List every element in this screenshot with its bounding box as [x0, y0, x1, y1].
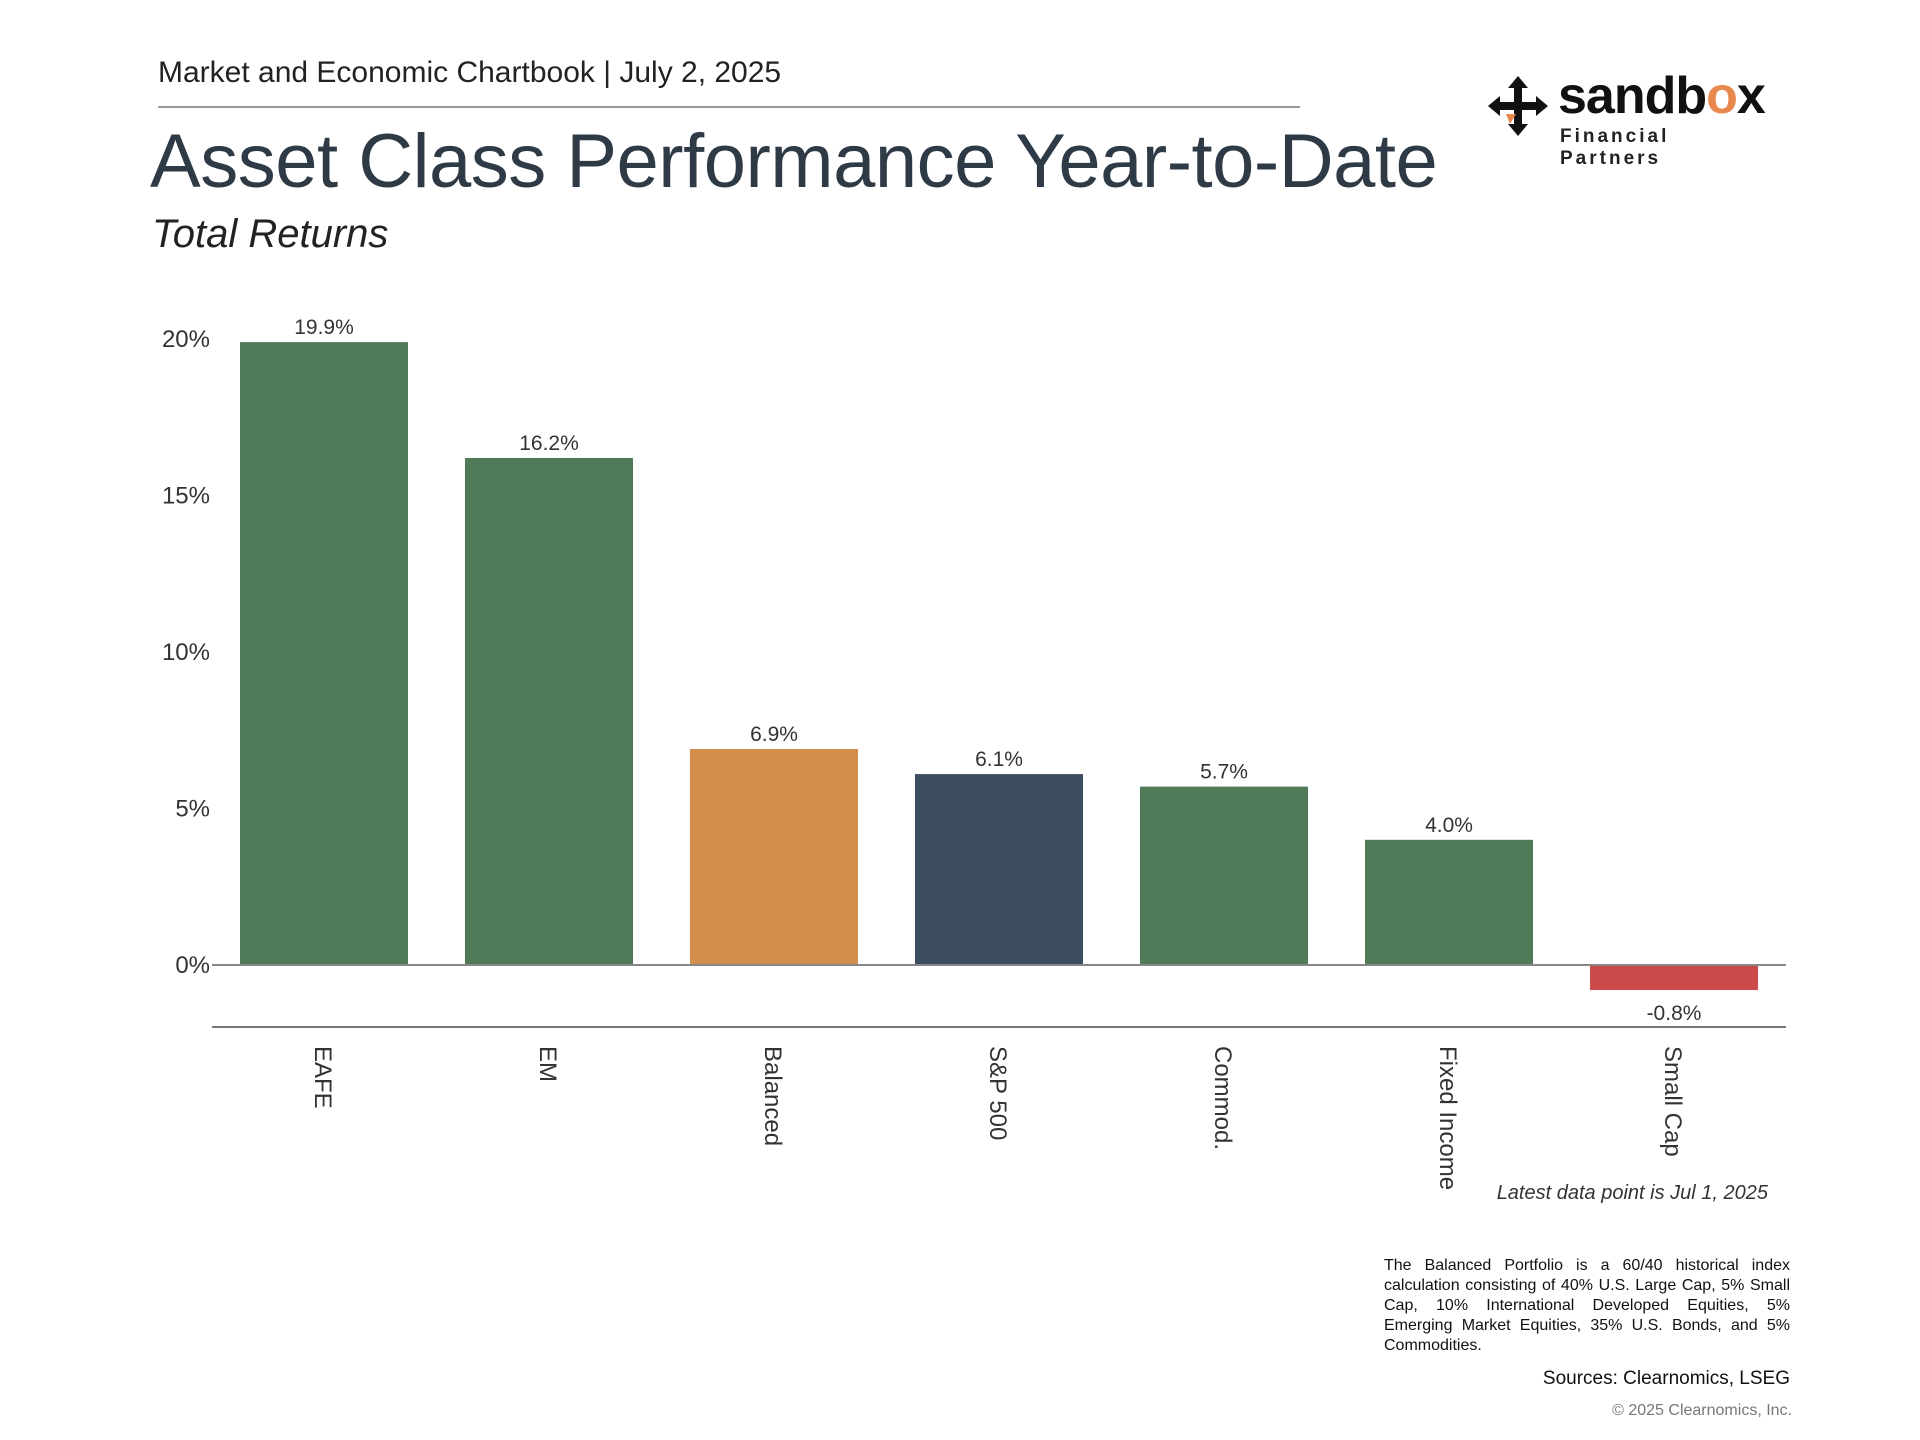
bar — [1590, 965, 1758, 991]
page-title: Asset Class Performance Year-to-Date — [150, 119, 1438, 204]
bar-value-label: 4.0% — [1425, 814, 1473, 837]
bar-value-label: 6.1% — [975, 748, 1023, 771]
latest-data-note: Latest data point is Jul 1, 2025 — [1496, 1182, 1768, 1204]
bar-value-label: 16.2% — [519, 432, 579, 455]
category-label: EM — [534, 1046, 561, 1082]
y-tick-label: 0% — [175, 952, 210, 979]
category-label: Fixed Income — [1434, 1046, 1461, 1190]
copyright-text: © 2025 Clearnomics, Inc. — [1612, 1402, 1792, 1419]
category-label: EAFE — [309, 1046, 336, 1109]
sandbox-logo: sandbox Financial Partners — [1486, 67, 1776, 169]
category-label: Commod. — [1209, 1046, 1236, 1150]
bar-value-label: 6.9% — [750, 723, 798, 746]
bar — [690, 749, 858, 965]
bar — [465, 457, 633, 965]
y-tick-label: 20% — [162, 326, 210, 353]
y-tick-label: 5% — [175, 796, 210, 823]
y-tick-label: 10% — [162, 639, 210, 666]
bar — [240, 342, 408, 965]
logo-tagline: Financial Partners — [1560, 126, 1670, 169]
category-label: Small Cap — [1659, 1046, 1686, 1157]
bar — [915, 774, 1083, 965]
category-label: S&P 500 — [984, 1046, 1011, 1140]
category-label: Balanced — [759, 1046, 786, 1146]
arrows-logo-icon — [1488, 76, 1548, 136]
bar — [1140, 786, 1308, 965]
bar-value-label: -0.8% — [1647, 1002, 1702, 1025]
bar — [1365, 839, 1533, 965]
logo-wordmark: sandbox — [1558, 67, 1766, 125]
bar-value-label: 19.9% — [294, 316, 354, 339]
header-divider — [158, 106, 1300, 108]
page-subtitle: Total Returns — [152, 212, 389, 256]
y-tick-label: 15% — [162, 483, 210, 510]
balanced-portfolio-note: The Balanced Portfolio is a 60/40 histor… — [1384, 1257, 1790, 1354]
sources-text: Sources: Clearnomics, LSEG — [1542, 1368, 1790, 1389]
bar-value-label: 5.7% — [1200, 761, 1248, 784]
chartbook-header: Market and Economic Chartbook | July 2, … — [158, 56, 782, 89]
